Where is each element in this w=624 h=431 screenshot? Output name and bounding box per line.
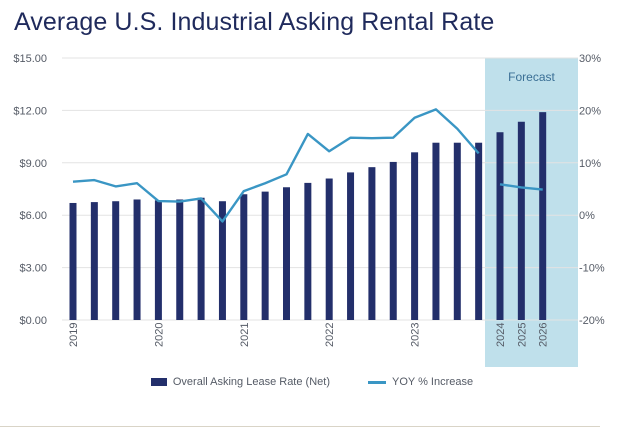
y-right-tick-label: -20% — [579, 315, 605, 327]
bar — [453, 142, 461, 320]
x-tick-label: 2020 — [153, 323, 165, 347]
bar — [133, 199, 141, 320]
y-left-tick-label: $9.00 — [19, 158, 47, 170]
x-tick-label: 2021 — [239, 323, 251, 347]
yoy-line — [72, 108, 480, 223]
y-right-tick-label: 0% — [579, 210, 595, 222]
legend-label-yoy: YOY % Increase — [392, 376, 474, 388]
y-left-tick-label: $3.00 — [19, 263, 47, 275]
bar — [283, 187, 290, 320]
x-tick-label: 2023 — [410, 323, 422, 347]
x-tick-label: 2019 — [68, 323, 80, 347]
y-left-tick-label: $0.00 — [19, 315, 47, 327]
x-tick-label: 2025 — [516, 323, 528, 347]
bar — [90, 202, 98, 320]
y-right-tick-label: 20% — [579, 105, 601, 117]
bar — [261, 191, 269, 320]
y-left-tick-label: $12.00 — [13, 105, 47, 117]
bar — [389, 161, 397, 320]
legend-swatch-line — [368, 380, 386, 384]
legend-item-yoy: YOY % Increase — [368, 376, 473, 388]
y-right-tick-label: 10% — [579, 158, 601, 170]
footer-divider — [0, 426, 600, 427]
chart-plot: Forecast $0.00 $3.00 $6.00 $9.00 $12.00 $15.00… — [13, 53, 605, 367]
legend-label-lease-rate: Overall Asking Lease Rate (Net) — [172, 376, 330, 388]
bar — [218, 201, 226, 320]
x-tick-label: 2026 — [538, 323, 550, 347]
bar — [304, 182, 312, 320]
bar — [411, 152, 419, 320]
y-left-tick-label: $15.00 — [13, 53, 47, 65]
bar — [368, 167, 376, 320]
legend-swatch-bar — [150, 378, 167, 386]
y-left-tick-label: $6.00 — [19, 210, 47, 222]
bar — [240, 194, 248, 320]
forecast-label: Forecast — [508, 70, 555, 84]
chart-legend: Overall Asking Lease Rate (Net) YOY % In… — [0, 376, 624, 388]
bar — [432, 142, 440, 320]
bar — [539, 112, 547, 320]
bar — [475, 142, 483, 320]
bar — [325, 178, 333, 320]
x-tick-label: 2024 — [495, 323, 507, 347]
bar — [69, 202, 77, 320]
y-right-tick-label: -10% — [579, 263, 605, 275]
bar — [197, 197, 205, 320]
bar — [517, 121, 525, 321]
y-right-tick-label: 30% — [579, 53, 601, 65]
chart-title: Average U.S. Industrial Asking Rental Ra… — [14, 8, 495, 36]
bar — [154, 200, 162, 320]
bar — [176, 199, 184, 320]
x-tick-label: 2022 — [324, 323, 336, 347]
bar — [496, 132, 504, 320]
legend-item-lease-rate: Overall Asking Lease Rate (Net) — [150, 376, 330, 388]
bar — [347, 172, 355, 320]
bar — [112, 201, 120, 320]
